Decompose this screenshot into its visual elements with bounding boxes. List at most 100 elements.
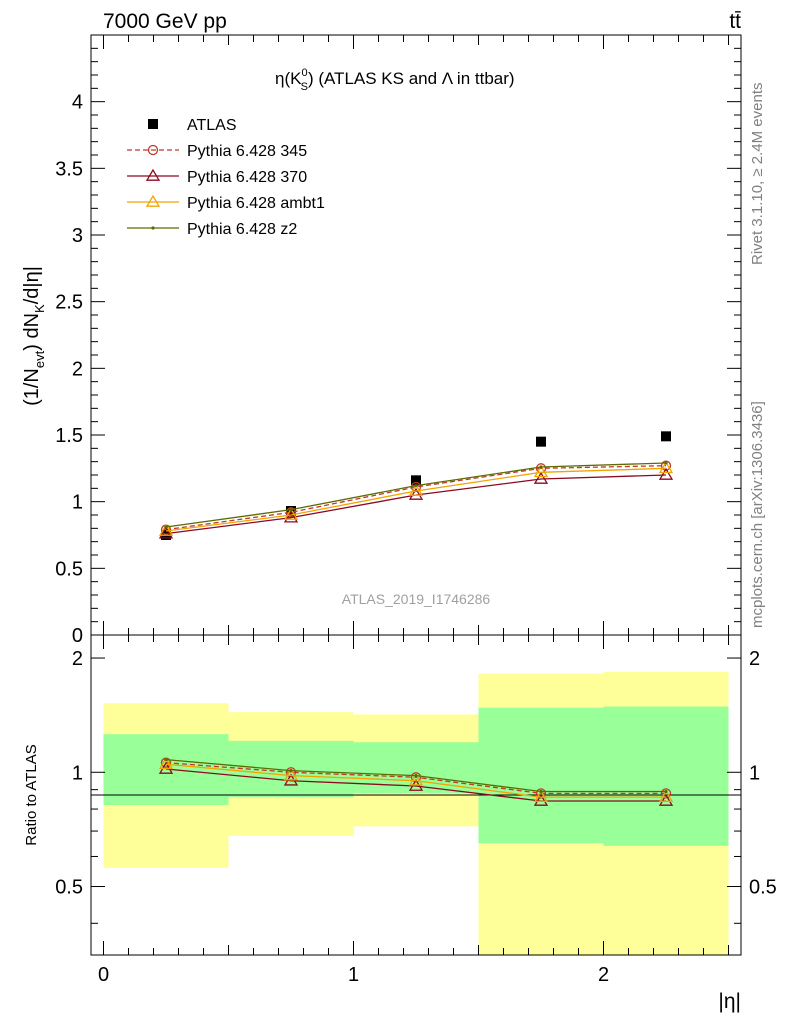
top-y-ticks: 0 0.5 1 1.5 2 2.5 3 3.5 4 bbox=[55, 47, 741, 647]
x-axis-label: |η| bbox=[718, 990, 741, 1013]
data-point bbox=[147, 144, 159, 156]
data-point bbox=[158, 756, 174, 770]
data-point bbox=[411, 475, 421, 486]
data-point bbox=[660, 788, 672, 799]
x-tick-label: 2 bbox=[598, 964, 609, 986]
legend-entry: Pythia 6.428 ambt1 bbox=[127, 194, 325, 212]
process-label: tt̄ bbox=[729, 10, 741, 33]
bottom-y-tick-label-right: 1 bbox=[749, 762, 760, 784]
ratio-line bbox=[165, 768, 666, 802]
data-point bbox=[410, 772, 422, 783]
legend-label: Pythia 6.428 370 bbox=[187, 169, 307, 186]
data-point bbox=[414, 774, 418, 778]
series-pythia-6-428-z2 bbox=[164, 461, 668, 529]
bottom-series-group bbox=[158, 756, 674, 806]
x-tick-label: 1 bbox=[348, 964, 359, 986]
series-line bbox=[165, 465, 667, 531]
data-point bbox=[533, 471, 549, 484]
top-y-tick-label: 3 bbox=[72, 225, 83, 247]
data-point bbox=[283, 768, 299, 781]
plot-title: η(K0 S) (ATLAS KS and Λ in ttbar) bbox=[275, 67, 515, 93]
data-point bbox=[535, 788, 547, 799]
data-point bbox=[533, 465, 549, 478]
legend-label: Pythia 6.428 z2 bbox=[187, 221, 297, 238]
data-point bbox=[283, 507, 299, 520]
bottom-y-axis-label: Ratio to ATLAS bbox=[23, 744, 40, 845]
top-y-tick-label: 1.5 bbox=[55, 425, 83, 447]
analysis-watermark: ATLAS_2019_I1746286 bbox=[342, 591, 491, 607]
side-label-bottom: mcplots.cern.ch [arXiv:1306.3436] bbox=[749, 401, 766, 628]
data-point bbox=[158, 526, 174, 539]
data-point bbox=[664, 461, 668, 465]
data-point bbox=[145, 168, 161, 181]
data-point bbox=[408, 773, 424, 786]
top-y-tick-label: 3.5 bbox=[55, 158, 83, 180]
data-point bbox=[533, 793, 549, 806]
data-point bbox=[408, 483, 424, 496]
data-point bbox=[414, 484, 418, 488]
data-point bbox=[408, 487, 424, 500]
ratio-series-pythia-6-428-z2 bbox=[164, 757, 668, 794]
data-point bbox=[158, 523, 174, 536]
data-point bbox=[661, 431, 671, 442]
top-series-group bbox=[158, 431, 674, 540]
data-point bbox=[658, 793, 674, 806]
top-y-axis-label: (1/Nevt) dNK/d|η| bbox=[21, 266, 47, 406]
top-y-tick-label: 0 bbox=[72, 625, 83, 647]
top-y-tick-label: 4 bbox=[72, 92, 83, 114]
data-point bbox=[539, 465, 543, 469]
bottom-panel: 0.5 0.5 1 1 2 2 0 1 2 Ratio to ATLAS |η| bbox=[23, 634, 777, 1013]
top-y-tick-label: 1 bbox=[72, 492, 83, 514]
data-point bbox=[164, 757, 168, 762]
data-point bbox=[289, 769, 293, 773]
data-point bbox=[148, 119, 158, 129]
data-point bbox=[664, 789, 668, 794]
data-point bbox=[536, 436, 546, 447]
band-green bbox=[478, 707, 604, 844]
legend-entry: Pythia 6.428 370 bbox=[127, 168, 307, 186]
data-point bbox=[285, 767, 297, 778]
data-point bbox=[658, 789, 674, 802]
data-point bbox=[539, 789, 543, 794]
data-point bbox=[533, 789, 549, 802]
data-point bbox=[658, 461, 674, 474]
legend-label: Pythia 6.428 ambt1 bbox=[187, 195, 325, 212]
legend: ATLAS Pythia 6.428 345 Pythia 6.428 370 Pyt… bbox=[127, 117, 325, 238]
data-point bbox=[283, 510, 299, 523]
bottom-y-tick-label-right: 2 bbox=[749, 648, 760, 670]
band-green bbox=[603, 706, 729, 846]
top-panel: 0 0.5 1 1.5 2 2.5 3 3.5 4 η(K0 S) (ATLAS KS and Λ… bbox=[21, 34, 742, 647]
series-line bbox=[165, 467, 667, 532]
bottom-y-tick-label: 0.5 bbox=[55, 877, 83, 899]
bottom-x-ticks: 0 1 2 bbox=[98, 635, 729, 986]
data-point bbox=[164, 525, 168, 529]
legend-entry: Pythia 6.428 z2 bbox=[127, 221, 297, 238]
legend-label: ATLAS bbox=[187, 117, 237, 134]
data-point bbox=[145, 194, 161, 207]
top-y-tick-label: 2.5 bbox=[55, 292, 83, 314]
legend-entry: Pythia 6.428 345 bbox=[127, 143, 307, 160]
bottom-panel-frame bbox=[90, 634, 742, 956]
ratio-line bbox=[165, 762, 666, 794]
bottom-y-tick-label: 2 bbox=[72, 648, 83, 670]
top-x-ticks bbox=[103, 35, 729, 635]
legend-entry: ATLAS bbox=[148, 117, 237, 134]
data-point bbox=[151, 226, 155, 230]
bottom-y-ticks: 0.5 0.5 1 1 2 2 bbox=[55, 648, 777, 924]
energy-label: 7000 GeV pp bbox=[103, 10, 227, 33]
ratio-series-pythia-6-428-ambt1 bbox=[158, 756, 674, 802]
side-label-top: Rivet 3.1.10, ≥ 2.4M events bbox=[749, 83, 766, 266]
series-pythia-6-428-ambt1 bbox=[158, 461, 674, 536]
bottom-y-tick-label: 1 bbox=[72, 762, 83, 784]
series-pythia-6-428-345 bbox=[160, 460, 672, 535]
uncertainty-bands bbox=[103, 671, 729, 955]
ratio-line bbox=[165, 763, 666, 798]
top-y-tick-label: 0.5 bbox=[55, 558, 83, 580]
data-point bbox=[289, 508, 293, 512]
top-y-tick-label: 2 bbox=[72, 358, 83, 380]
bottom-y-tick-label-right: 0.5 bbox=[749, 877, 777, 899]
x-tick-label: 0 bbox=[98, 964, 109, 986]
legend-label: Pythia 6.428 345 bbox=[187, 143, 307, 160]
data-point bbox=[658, 467, 674, 480]
